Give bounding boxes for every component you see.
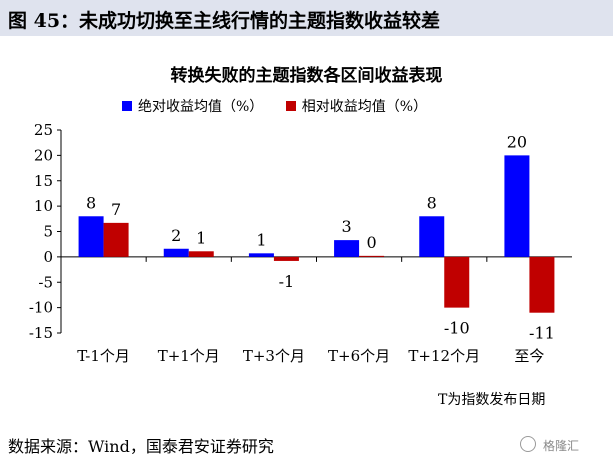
figure-title: 图 45：未成功切换至主线行情的主题指数收益较差 xyxy=(8,10,441,32)
watermark-text: 格隆汇 xyxy=(543,439,580,453)
y-tick-label: 15 xyxy=(34,172,53,190)
legend-item-relative: 相对收益均值（%） xyxy=(285,96,428,116)
bar-absolute xyxy=(78,216,104,257)
data-label-relative: -11 xyxy=(529,324,555,343)
y-tick-label: 5 xyxy=(43,223,53,241)
data-label-relative: -10 xyxy=(444,319,470,338)
bar-relative xyxy=(444,256,470,308)
x-tick-label: T+12个月 xyxy=(408,347,480,365)
legend-swatch-absolute xyxy=(122,101,132,111)
data-label-relative: 7 xyxy=(111,200,121,219)
y-tick-label: 0 xyxy=(43,248,53,266)
data-source: 数据来源：Wind，国泰君安证券研究 xyxy=(8,437,274,456)
data-label-absolute: 2 xyxy=(171,226,181,245)
chart-title: 转换失败的主题指数各区间收益表现 xyxy=(170,66,443,86)
y-tick-label: -15 xyxy=(29,324,53,342)
x-tick-label: T+1个月 xyxy=(158,347,220,365)
watermark-icon xyxy=(520,436,536,452)
data-label-absolute: 8 xyxy=(427,193,437,212)
bar-absolute xyxy=(419,216,445,257)
bar-absolute xyxy=(248,253,274,257)
y-tick-label: -10 xyxy=(29,299,53,317)
x-axis-note: T为指数发布日期 xyxy=(438,392,546,408)
data-label-relative: 1 xyxy=(196,228,206,247)
figure-header: 图 45：未成功切换至主线行情的主题指数收益较差 xyxy=(0,0,613,36)
bar-relative xyxy=(273,256,299,261)
legend-swatch-relative xyxy=(285,101,296,111)
data-label-relative: -1 xyxy=(279,272,295,291)
x-tick-label: T+3个月 xyxy=(243,347,305,365)
y-tick-label: 20 xyxy=(34,146,53,164)
chart-legend: 绝对收益均值（%） 相对收益均值（%） xyxy=(122,96,445,116)
bar-absolute xyxy=(504,155,530,257)
bar-relative xyxy=(529,256,555,313)
data-label-absolute: 1 xyxy=(256,230,266,249)
y-tick-label: -5 xyxy=(38,273,53,291)
legend-label-absolute: 绝对收益均值（%） xyxy=(138,99,264,115)
y-tick-label: 10 xyxy=(34,197,53,215)
x-tick-label: T-1个月 xyxy=(77,347,130,365)
bar-absolute xyxy=(334,240,360,257)
data-label-relative: 0 xyxy=(366,233,376,252)
bar-absolute xyxy=(163,248,189,257)
legend-label-relative: 相对收益均值（%） xyxy=(301,99,428,115)
bar-relative xyxy=(359,255,385,257)
data-label-absolute: 8 xyxy=(86,193,96,212)
x-tick-label: T+6个月 xyxy=(328,347,390,365)
data-label-absolute: 3 xyxy=(341,217,351,236)
data-label-absolute: 20 xyxy=(507,132,527,151)
y-tick-label: 25 xyxy=(34,121,53,139)
x-tick-label: 至今 xyxy=(514,347,544,365)
legend-item-absolute: 绝对收益均值（%） xyxy=(122,96,263,116)
bar-relative xyxy=(103,222,129,257)
bar-relative xyxy=(188,251,214,257)
